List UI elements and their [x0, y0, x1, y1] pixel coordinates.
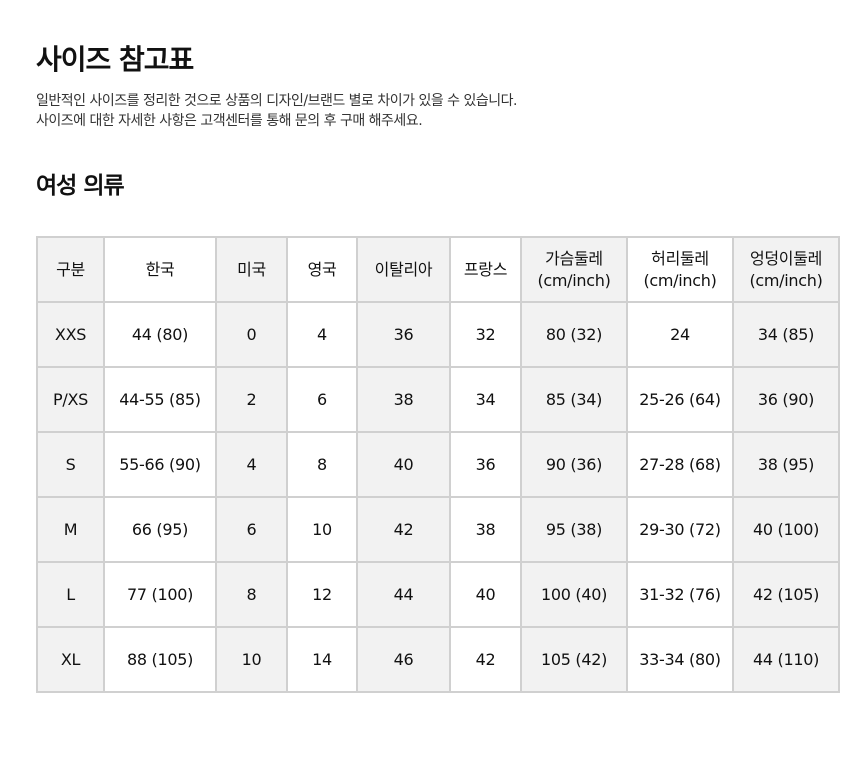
- column-header-label: 이탈리아: [374, 259, 433, 279]
- table-cell: 4: [286, 301, 358, 368]
- column-header-label: 허리둘레: [651, 248, 709, 268]
- table-cell: 36: [449, 431, 522, 498]
- table-cell: 14: [286, 626, 358, 693]
- table-cell: 8: [215, 561, 288, 628]
- table-cell: 6: [286, 366, 358, 433]
- header-row: 구분 한국 미국 영국 이탈리아 프랑스 가슴둘레 (cm/inch) 허리둘레 (cm/inch…: [36, 236, 840, 303]
- table-row: M 66 (95) 6 10 42 38 95 (38) 29-30 (72) 40 (100): [36, 496, 840, 563]
- section-title: 여성 의류: [36, 173, 125, 199]
- table-cell: L: [36, 561, 105, 628]
- column-header-label: 프랑스: [463, 259, 508, 279]
- column-header: 프랑스: [449, 236, 522, 303]
- table-cell: 105 (42): [520, 626, 628, 693]
- column-header: 한국: [103, 236, 217, 303]
- table-cell: 31-32 (76): [626, 561, 734, 628]
- table-cell: 12: [286, 561, 358, 628]
- description-line: 사이즈에 대한 자세한 사항은 고객센터를 통해 문의 후 구매 해주세요.: [36, 113, 423, 129]
- column-header-label: 엉덩이둘레: [749, 248, 823, 268]
- table-cell: 29-30 (72): [626, 496, 734, 563]
- table-cell: 32: [449, 301, 522, 368]
- table-cell: 36: [356, 301, 451, 368]
- table-cell: 6: [215, 496, 288, 563]
- table-cell: 2: [215, 366, 288, 433]
- table-cell: P/XS: [36, 366, 105, 433]
- column-header: 가슴둘레 (cm/inch): [520, 236, 628, 303]
- table-cell: 42 (105): [732, 561, 840, 628]
- table-cell: 4: [215, 431, 288, 498]
- column-header-label: 영국: [307, 259, 337, 279]
- column-header: 이탈리아: [356, 236, 451, 303]
- column-header-label: (cm/inch): [537, 270, 611, 290]
- column-header-label: 한국: [145, 259, 175, 279]
- table-cell: 36 (90): [732, 366, 840, 433]
- table-cell: 44 (110): [732, 626, 840, 693]
- table-cell: 38 (95): [732, 431, 840, 498]
- column-header-label: 미국: [237, 259, 266, 279]
- column-header-label: 가슴둘레: [545, 248, 603, 268]
- table-cell: S: [36, 431, 105, 498]
- column-header-label: (cm/inch): [643, 270, 717, 290]
- table-cell: 38: [449, 496, 522, 563]
- size-table: 구분 한국 미국 영국 이탈리아 프랑스 가슴둘레 (cm/inch) 허리둘레 (cm/inch…: [36, 236, 840, 693]
- page-title: 사이즈 참고표: [36, 43, 194, 76]
- table-cell: 95 (38): [520, 496, 628, 563]
- column-header-label: (cm/inch): [749, 270, 823, 290]
- table-cell: 10: [286, 496, 358, 563]
- table-cell: 38: [356, 366, 451, 433]
- description-line: 일반적인 사이즈를 정리한 것으로 상품의 디자인/브랜드 별로 차이가 있을 …: [36, 93, 517, 109]
- column-header-label: 구분: [56, 259, 85, 279]
- table-row: L 77 (100) 8 12 44 40 100 (40) 31-32 (76) 42 (10…: [36, 561, 840, 628]
- table-cell: 80 (32): [520, 301, 628, 368]
- table-cell: 42: [356, 496, 451, 563]
- column-header: 허리둘레 (cm/inch): [626, 236, 734, 303]
- table-cell: 40 (100): [732, 496, 840, 563]
- table-cell: 40: [449, 561, 522, 628]
- table-cell: 77 (100): [103, 561, 217, 628]
- description: 일반적인 사이즈를 정리한 것으로 상품의 디자인/브랜드 별로 차이가 있을 …: [36, 91, 517, 131]
- column-header: 영국: [286, 236, 358, 303]
- table-cell: 34: [449, 366, 522, 433]
- table-cell: 8: [286, 431, 358, 498]
- table-cell: 88 (105): [103, 626, 217, 693]
- table-cell: 55-66 (90): [103, 431, 217, 498]
- table-row: P/XS 44-55 (85) 2 6 38 34 85 (34) 25-26 (64) 36 …: [36, 366, 840, 433]
- table-cell: M: [36, 496, 105, 563]
- table-cell: 25-26 (64): [626, 366, 734, 433]
- table-cell: 24: [626, 301, 734, 368]
- table-cell: 10: [215, 626, 288, 693]
- table-cell: 40: [356, 431, 451, 498]
- table-row: S 55-66 (90) 4 8 40 36 90 (36) 27-28 (68) 38 (95…: [36, 431, 840, 498]
- table-cell: 44 (80): [103, 301, 217, 368]
- table-cell: 46: [356, 626, 451, 693]
- table-row: XXS 44 (80) 0 4 36 32 80 (32) 24 34 (85): [36, 301, 840, 368]
- table-cell: 44-55 (85): [103, 366, 217, 433]
- table-cell: 42: [449, 626, 522, 693]
- table-cell: 27-28 (68): [626, 431, 734, 498]
- column-header: 미국: [215, 236, 288, 303]
- table-row: XL 88 (105) 10 14 46 42 105 (42) 33-34 (80) 44 (…: [36, 626, 840, 693]
- table-cell: XXS: [36, 301, 105, 368]
- column-header: 엉덩이둘레 (cm/inch): [732, 236, 840, 303]
- table-cell: 0: [215, 301, 288, 368]
- table-cell: 66 (95): [103, 496, 217, 563]
- table-cell: 90 (36): [520, 431, 628, 498]
- column-header: 구분: [36, 236, 105, 303]
- table-cell: 100 (40): [520, 561, 628, 628]
- table-cell: 85 (34): [520, 366, 628, 433]
- table-cell: 33-34 (80): [626, 626, 734, 693]
- table-cell: 34 (85): [732, 301, 840, 368]
- table-cell: 44: [356, 561, 451, 628]
- table-cell: XL: [36, 626, 105, 693]
